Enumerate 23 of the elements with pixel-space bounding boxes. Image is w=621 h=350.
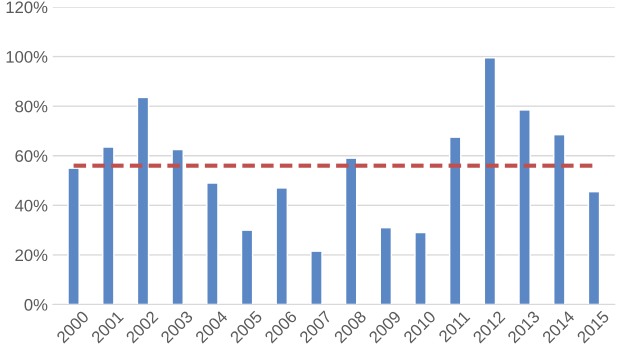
- y-tick-label: 20%: [15, 249, 48, 262]
- y-tick-label: 120%: [6, 1, 48, 14]
- bar: [518, 109, 531, 304]
- bar: [484, 57, 496, 304]
- bar: [380, 226, 392, 304]
- bar: [588, 191, 600, 304]
- bar: [448, 136, 462, 304]
- y-tick-label: 60%: [15, 150, 48, 162]
- bar: [553, 134, 566, 304]
- bar: [276, 187, 288, 304]
- bar: [240, 229, 254, 304]
- y-tick-label: 0%: [24, 298, 48, 311]
- y-tick-label: 100%: [6, 50, 48, 63]
- bar: [171, 148, 184, 304]
- bar: [344, 158, 358, 304]
- bar: [67, 167, 80, 304]
- bar: [414, 232, 427, 304]
- bar: [136, 96, 150, 304]
- bar: [206, 182, 219, 304]
- y-tick-label: 80%: [15, 100, 48, 112]
- bar: [102, 146, 115, 304]
- bar: [310, 250, 323, 304]
- y-tick-label: 40%: [14, 200, 48, 212]
